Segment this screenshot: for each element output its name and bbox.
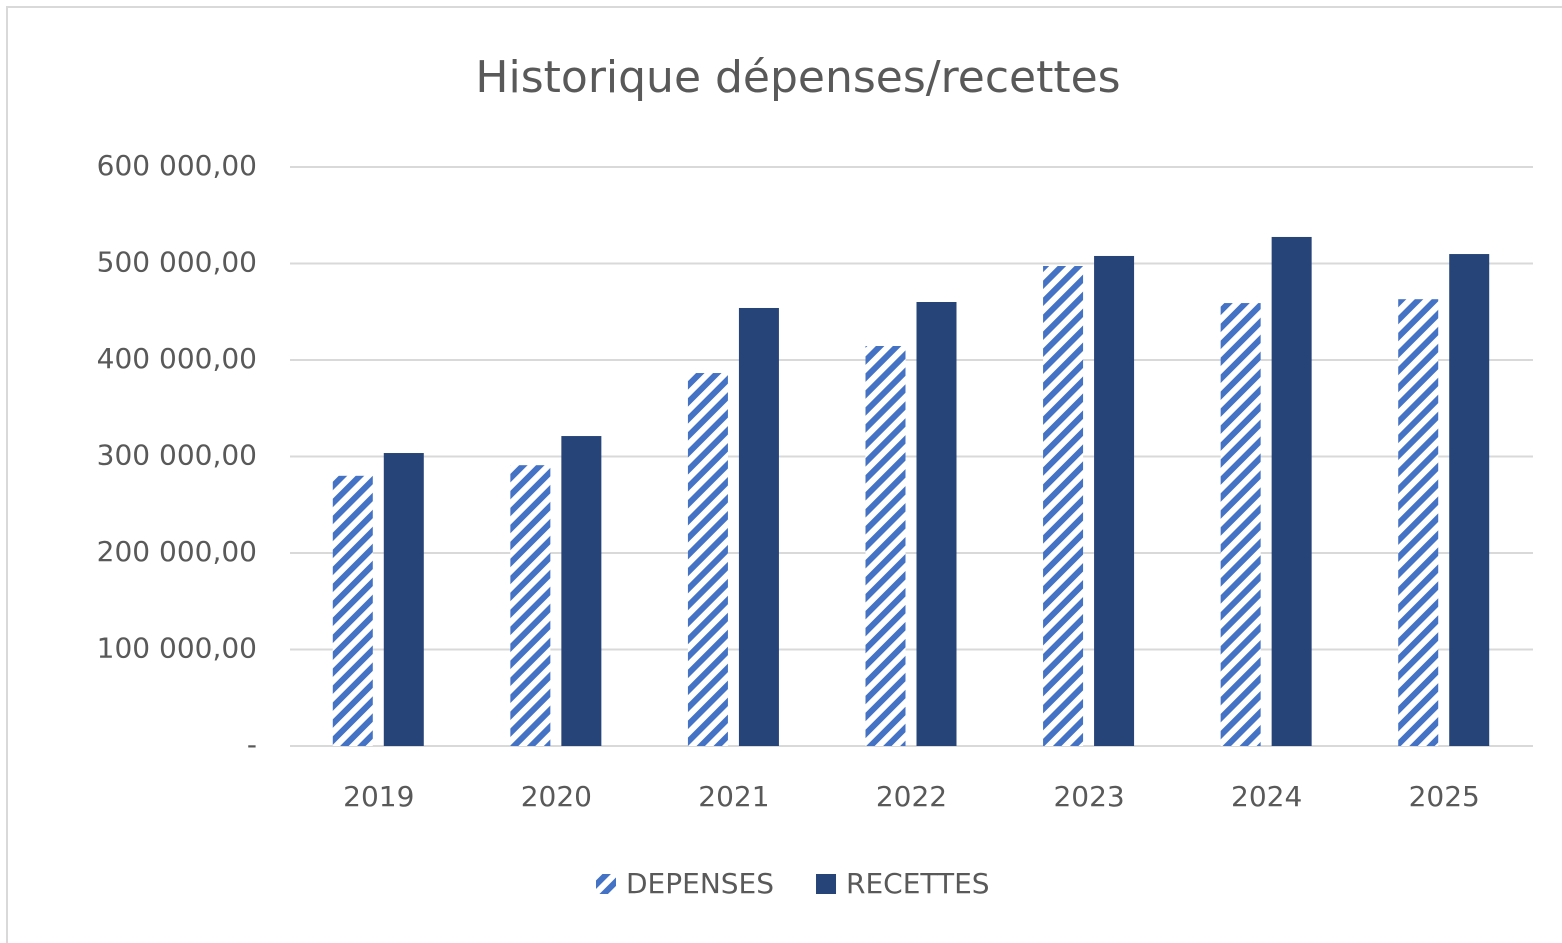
legend-swatch <box>816 874 837 894</box>
x-tick-label: 2020 <box>521 780 592 813</box>
x-tick-label: 2022 <box>876 780 947 813</box>
chart-title: Historique dépenses/recettes <box>475 52 1120 103</box>
legend-swatch <box>596 874 616 894</box>
y-tick-label: 100 000,00 <box>97 632 257 665</box>
x-tick-label: 2021 <box>698 780 769 813</box>
bar <box>1043 266 1084 746</box>
bar <box>1449 254 1490 746</box>
bar <box>510 465 551 746</box>
y-tick-label: 400 000,00 <box>97 342 257 375</box>
bar <box>687 373 728 746</box>
y-tick-label: 600 000,00 <box>97 149 257 182</box>
x-tick-label: 2019 <box>343 780 414 813</box>
bar <box>561 436 602 746</box>
y-tick-label: 500 000,00 <box>97 246 257 279</box>
bar <box>1398 299 1439 746</box>
x-tick-label: 2024 <box>1231 780 1302 813</box>
bar <box>865 346 906 746</box>
bar <box>738 307 779 746</box>
x-tick-label: 2023 <box>1053 780 1124 813</box>
bar <box>1271 236 1312 746</box>
y-tick-label: - <box>247 728 257 761</box>
y-tick-label: 300 000,00 <box>97 439 257 472</box>
bar <box>383 453 424 746</box>
legend-label: DEPENSES <box>626 867 774 900</box>
bar <box>1094 255 1135 746</box>
legend-label: RECETTES <box>846 867 990 900</box>
y-tick-label: 200 000,00 <box>97 535 257 568</box>
chart-border <box>6 6 1562 943</box>
x-tick-label: 2025 <box>1409 780 1480 813</box>
bar <box>916 302 957 746</box>
bar <box>332 475 373 746</box>
bar <box>1220 303 1261 746</box>
